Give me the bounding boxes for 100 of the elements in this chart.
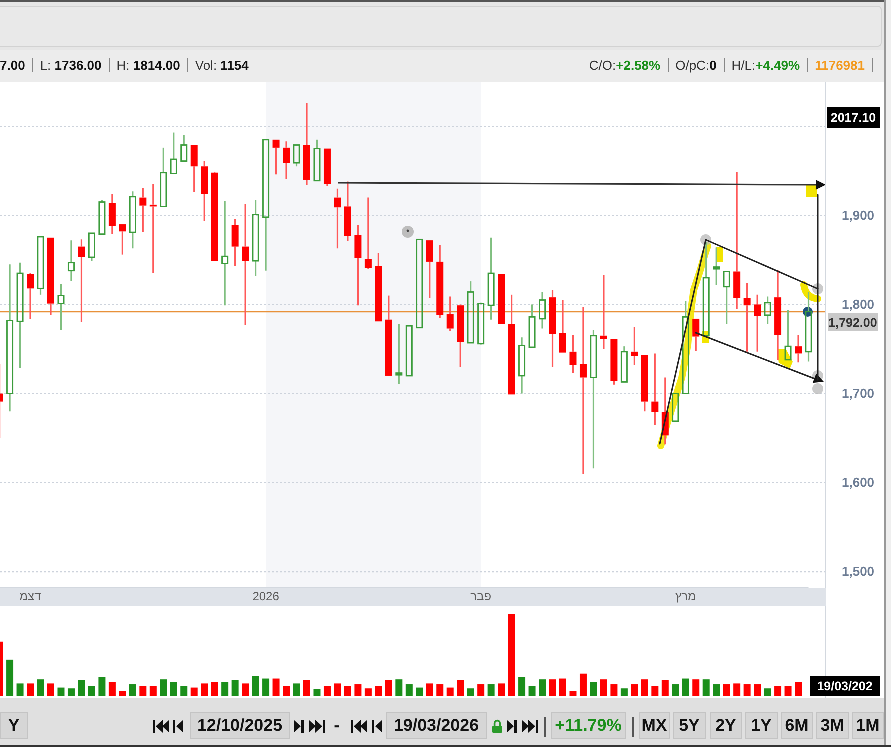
bar <box>518 677 526 696</box>
bar <box>272 678 280 696</box>
bar <box>795 682 802 696</box>
y-tick-label: 1,600 <box>842 475 875 490</box>
bar <box>232 680 239 696</box>
y-tick-label: 1,700 <box>842 386 875 401</box>
bar <box>108 682 116 696</box>
bar <box>416 688 424 696</box>
bar <box>180 686 188 696</box>
candlestick <box>744 282 751 353</box>
bar <box>78 680 86 696</box>
bar <box>702 680 710 696</box>
bar <box>467 688 474 696</box>
bar <box>446 688 454 696</box>
bar <box>672 684 680 696</box>
candlestick <box>232 218 239 268</box>
bar <box>222 682 229 696</box>
candlestick <box>528 304 536 348</box>
bar <box>498 684 506 696</box>
bar <box>631 684 638 696</box>
button: 6M <box>781 712 813 739</box>
bar <box>734 684 741 696</box>
candlestick <box>170 132 178 174</box>
bar <box>560 678 566 696</box>
candlestick <box>652 352 659 426</box>
bar <box>723 684 730 696</box>
text: 2017.10 <box>830 111 876 125</box>
bar <box>334 684 342 696</box>
bar <box>48 684 54 696</box>
candlestick <box>436 244 444 319</box>
bar <box>201 684 208 696</box>
candlestick <box>508 294 516 395</box>
text: - <box>334 716 340 736</box>
text: 1176981 <box>815 58 865 73</box>
button: 2Y <box>710 712 742 739</box>
bar <box>580 674 587 696</box>
bar <box>37 680 44 696</box>
bar <box>160 680 168 696</box>
candlestick <box>119 224 126 256</box>
candlestick <box>734 171 741 310</box>
candlestick <box>774 269 782 361</box>
bar <box>293 684 300 696</box>
candlestick <box>272 140 280 176</box>
text: Vol: 1154 <box>195 58 249 73</box>
bar <box>385 680 392 696</box>
bar <box>68 688 75 696</box>
candlestick <box>68 240 75 282</box>
text: 7.00 <box>0 58 26 73</box>
bar <box>6 660 14 696</box>
bar <box>764 688 772 696</box>
candlestick <box>723 271 730 326</box>
bar <box>610 684 618 696</box>
bar <box>16 684 24 696</box>
candlestick <box>334 188 342 250</box>
text: C/O:+2.58% <box>589 58 661 73</box>
bar <box>344 686 352 696</box>
candlestick <box>304 102 310 186</box>
bar <box>364 688 372 696</box>
bar <box>528 686 536 696</box>
candlestick <box>385 295 392 376</box>
bar <box>150 686 157 696</box>
candlestick <box>396 324 403 385</box>
candlestick <box>180 134 188 162</box>
bar <box>314 689 321 696</box>
bar <box>570 691 577 696</box>
candlestick <box>426 240 434 300</box>
bar <box>784 686 792 696</box>
candlestick <box>590 330 598 470</box>
y-tick-label: 1,900 <box>842 208 875 223</box>
candlestick <box>549 290 556 368</box>
candlestick <box>354 224 362 306</box>
candlestick <box>78 238 86 324</box>
bar <box>27 684 34 696</box>
candlestick <box>222 200 229 306</box>
bar <box>713 684 720 696</box>
button: MX <box>639 712 670 739</box>
candlestick <box>631 326 638 366</box>
bar <box>478 684 485 696</box>
candlestick <box>190 145 198 194</box>
candlestick <box>754 294 762 353</box>
candlestick <box>88 232 96 262</box>
text-field: +11.79% <box>551 712 626 739</box>
bar <box>590 682 598 696</box>
bar <box>98 677 106 696</box>
candlestick <box>795 334 802 364</box>
bar <box>662 680 669 696</box>
candlestick <box>283 140 290 180</box>
button: Y <box>0 712 28 739</box>
bar <box>129 684 136 696</box>
button: 3M <box>816 712 849 739</box>
text: L: 1736.00 <box>40 58 102 73</box>
candlestick <box>457 304 464 368</box>
x-tick-label: מרץ <box>676 590 696 604</box>
x-tick-label: דצמ <box>20 590 42 604</box>
bar <box>744 684 751 696</box>
text: O/pC:0 <box>676 58 717 73</box>
bar <box>190 688 198 696</box>
candlestick <box>27 272 34 320</box>
text: 19/03/202 <box>817 680 873 694</box>
bar <box>600 680 608 696</box>
